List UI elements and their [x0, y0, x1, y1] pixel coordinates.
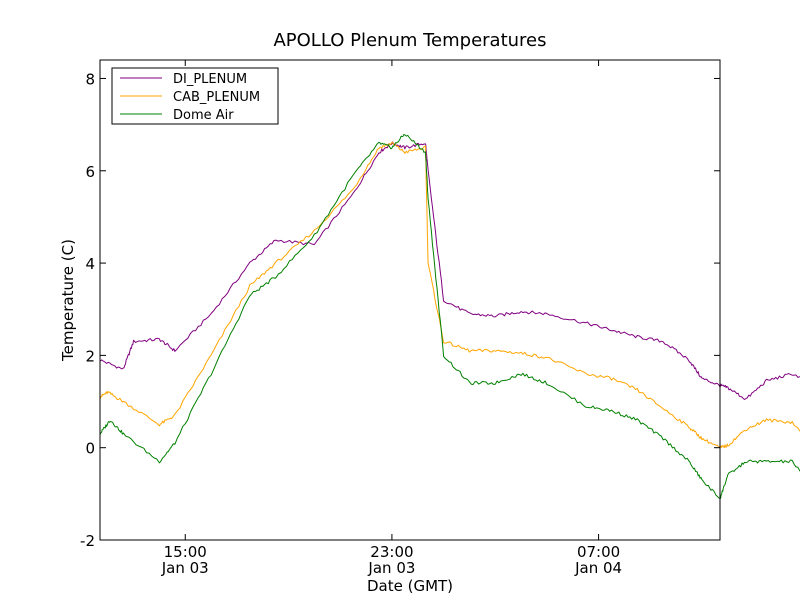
- legend: DI_PLENUM CAB_PLENUM Dome Air: [111, 67, 279, 125]
- legend-label: DI_PLENUM: [173, 72, 247, 87]
- series-line-dome-air: [99, 133, 800, 499]
- x-tick-label-date: Jan 03: [367, 559, 415, 577]
- plot-frame: [99, 59, 721, 541]
- x-axis-label: Date (GMT): [367, 577, 453, 595]
- chart-title: APOLLO Plenum Temperatures: [273, 30, 546, 51]
- x-tick-label-time: 23:00: [370, 543, 413, 561]
- y-tick-label: 8: [85, 70, 95, 88]
- legend-label: Dome Air: [173, 108, 234, 123]
- legend-label: CAB_PLENUM: [173, 90, 260, 105]
- x-tick-label-date: Jan 03: [161, 559, 209, 577]
- series-line-di-plenum: [99, 141, 800, 400]
- series-layer: [99, 133, 800, 499]
- x-tick-label-date: Jan 04: [574, 559, 622, 577]
- y-tick-label: -2: [80, 532, 95, 550]
- y-tick-label: 2: [85, 347, 95, 365]
- x-tick-label-time: 15:00: [164, 543, 207, 561]
- y-tick-label: 0: [85, 440, 95, 458]
- x-tick-label-time: 07:00: [577, 543, 620, 561]
- y-axis-label: Temperature (C): [59, 239, 77, 362]
- y-tick-label: 4: [85, 255, 95, 273]
- y-axis: -2 0 2 4 6 8: [80, 70, 720, 550]
- y-tick-label: 6: [85, 163, 95, 181]
- series-line-cab-plenum: [99, 141, 800, 449]
